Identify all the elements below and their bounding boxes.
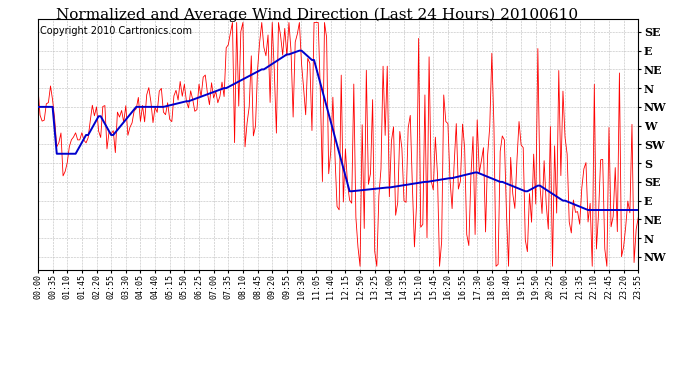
Text: Normalized and Average Wind Direction (Last 24 Hours) 20100610: Normalized and Average Wind Direction (L…	[57, 8, 578, 22]
Text: Copyright 2010 Cartronics.com: Copyright 2010 Cartronics.com	[40, 26, 192, 36]
